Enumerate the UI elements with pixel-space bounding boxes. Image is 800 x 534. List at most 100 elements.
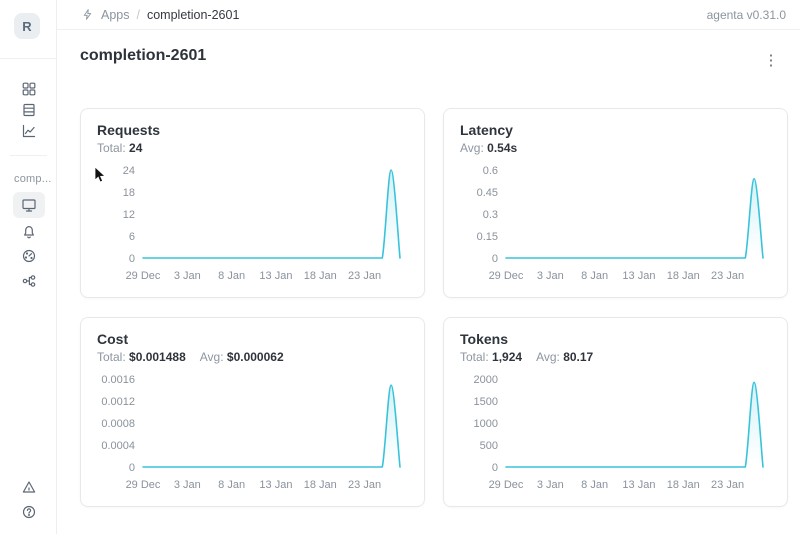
card-stats: Total: 24: [97, 141, 408, 155]
tokens-card: Tokens Total: 1,924 Avg: 80.17 0 500 1000 1…: [443, 317, 788, 507]
sidebar-item-alerts[interactable]: [16, 474, 42, 500]
svg-text:18: 18: [123, 187, 135, 199]
svg-text:29 Dec: 29 Dec: [489, 479, 524, 491]
svg-text:3 Jan: 3 Jan: [174, 479, 201, 491]
chart-area: [506, 382, 763, 467]
sidebar-app-label: comp...: [14, 173, 52, 185]
stat-avg: Avg: 0.54s: [460, 141, 518, 155]
stat-total: Total: 1,924: [460, 350, 523, 364]
sidebar-item-playground[interactable]: [13, 192, 45, 218]
agenta-bolt-icon: [83, 9, 92, 20]
latency-chart: 0 0.15 0.3 0.45 0.6 29 Dec 3 Jan 8 Jan 13 Jan 18 …: [460, 157, 773, 291]
svg-text:1500: 1500: [474, 396, 498, 408]
svg-text:0.3: 0.3: [483, 209, 498, 221]
card-title: Latency: [460, 122, 513, 138]
chart-svg: 0 500 1000 1500 2000 29 Dec 3 Jan 8 Jan 13 Jan 18…: [474, 374, 764, 491]
sidebar-item-automations[interactable]: [16, 243, 42, 269]
apps-grid-icon: [22, 82, 36, 96]
latency-card: Latency Avg: 0.54s 0 0.15 0.3 0.45 0.6 29 Dec…: [443, 108, 788, 298]
sidebar-divider: [0, 58, 56, 59]
card-title: Requests: [97, 122, 161, 138]
svg-text:13 Jan: 13 Jan: [622, 270, 655, 282]
sidebar-item-observability[interactable]: [16, 118, 42, 144]
svg-text:8 Jan: 8 Jan: [581, 479, 608, 491]
svg-text:0.0004: 0.0004: [101, 440, 135, 452]
stat-avg: Avg: 80.17: [536, 350, 594, 364]
breadcrumb-apps-link[interactable]: Apps: [101, 7, 130, 22]
svg-text:3 Jan: 3 Jan: [174, 270, 201, 282]
card-stats: Total: $0.001488 Avg: $0.000062: [97, 350, 408, 364]
svg-text:2000: 2000: [474, 374, 498, 386]
svg-text:0: 0: [129, 462, 135, 474]
breadcrumb-separator: /: [136, 7, 140, 22]
page-title: completion-2601: [80, 47, 207, 64]
svg-text:12: 12: [123, 209, 135, 221]
sidebar-section-divider: [10, 155, 47, 156]
registry-icon: [23, 103, 35, 117]
sidebar-item-registry[interactable]: [16, 97, 42, 123]
breadcrumb-current: completion-2601: [146, 7, 240, 22]
requests-card: Requests Total: 24 0 6 12 18 24 29 Dec 3 Jan 8 …: [80, 108, 425, 298]
trace-tree-icon: [22, 275, 36, 287]
page-kebab-menu-icon[interactable]: ⋮: [760, 50, 782, 72]
sidebar-item-evaluations[interactable]: [16, 219, 42, 245]
card-title: Tokens: [460, 331, 508, 347]
svg-text:23 Jan: 23 Jan: [348, 270, 381, 282]
observability-chart-icon: [22, 124, 36, 138]
cost-chart: 0 0.0004 0.0008 0.0012 0.0016 29 Dec 3 Jan 8 Ja…: [97, 366, 410, 500]
svg-text:23 Jan: 23 Jan: [711, 479, 744, 491]
chart-line: [505, 381, 764, 468]
requests-chart: 0 6 12 18 24 29 Dec 3 Jan 8 Jan 13 Jan 18 Jan 23 J…: [97, 157, 410, 291]
chart-area: [143, 170, 400, 258]
svg-text:3 Jan: 3 Jan: [537, 270, 564, 282]
warning-triangle-icon: [22, 481, 36, 493]
svg-text:24: 24: [123, 165, 135, 177]
svg-text:18 Jan: 18 Jan: [667, 479, 700, 491]
svg-text:18 Jan: 18 Jan: [304, 479, 337, 491]
top-header: Apps / completion-2601 agenta v0.31.0: [57, 0, 800, 30]
card-title: Cost: [97, 331, 129, 347]
svg-text:0.0008: 0.0008: [101, 418, 135, 430]
tokens-chart: 0 500 1000 1500 2000 29 Dec 3 Jan 8 Jan 13 Jan 18…: [460, 366, 773, 500]
help-circle-icon: [22, 505, 36, 519]
workspace-avatar[interactable]: R: [14, 13, 40, 39]
chart-svg: 0 6 12 18 24 29 Dec 3 Jan 8 Jan 13 Jan 18 Jan 23 J…: [123, 165, 401, 282]
svg-text:0.6: 0.6: [483, 165, 498, 177]
svg-text:23 Jan: 23 Jan: [711, 270, 744, 282]
svg-text:0: 0: [492, 253, 498, 265]
svg-text:8 Jan: 8 Jan: [218, 479, 245, 491]
svg-text:0.45: 0.45: [477, 187, 498, 199]
svg-text:8 Jan: 8 Jan: [581, 270, 608, 282]
svg-text:0.0016: 0.0016: [101, 374, 135, 386]
svg-text:18 Jan: 18 Jan: [304, 270, 337, 282]
chart-line: [142, 384, 401, 468]
card-stats: Avg: 0.54s: [460, 141, 771, 155]
svg-text:0.0012: 0.0012: [101, 396, 135, 408]
chart-svg: 0 0.0004 0.0008 0.0012 0.0016 29 Dec 3 Jan 8 Ja…: [101, 374, 401, 491]
svg-text:18 Jan: 18 Jan: [667, 270, 700, 282]
svg-text:0: 0: [129, 253, 135, 265]
svg-text:13 Jan: 13 Jan: [259, 270, 292, 282]
svg-text:29 Dec: 29 Dec: [126, 479, 161, 491]
svg-text:0.15: 0.15: [477, 231, 498, 243]
stat-total: Total: $0.001488: [97, 350, 186, 364]
sidebar-item-help[interactable]: [16, 499, 42, 525]
chart-line: [505, 178, 764, 259]
sidebar-item-traces[interactable]: [16, 268, 42, 294]
svg-text:500: 500: [480, 440, 498, 452]
sidebar: R comp...: [0, 0, 57, 534]
svg-text:23 Jan: 23 Jan: [348, 479, 381, 491]
stat-total: Total: 24: [97, 141, 143, 155]
chart-area: [143, 385, 400, 467]
svg-text:0: 0: [492, 462, 498, 474]
cost-card: Cost Total: $0.001488 Avg: $0.000062 0 0.…: [80, 317, 425, 507]
sidebar-item-apps[interactable]: [16, 76, 42, 102]
chart-area: [506, 178, 763, 258]
svg-text:1000: 1000: [474, 418, 498, 430]
stat-avg: Avg: $0.000062: [199, 350, 284, 364]
version-label: agenta v0.31.0: [706, 7, 786, 22]
chart-line: [142, 169, 401, 259]
chart-svg: 0 0.15 0.3 0.45 0.6 29 Dec 3 Jan 8 Jan 13 Jan 18 …: [477, 165, 764, 282]
svg-text:3 Jan: 3 Jan: [537, 479, 564, 491]
